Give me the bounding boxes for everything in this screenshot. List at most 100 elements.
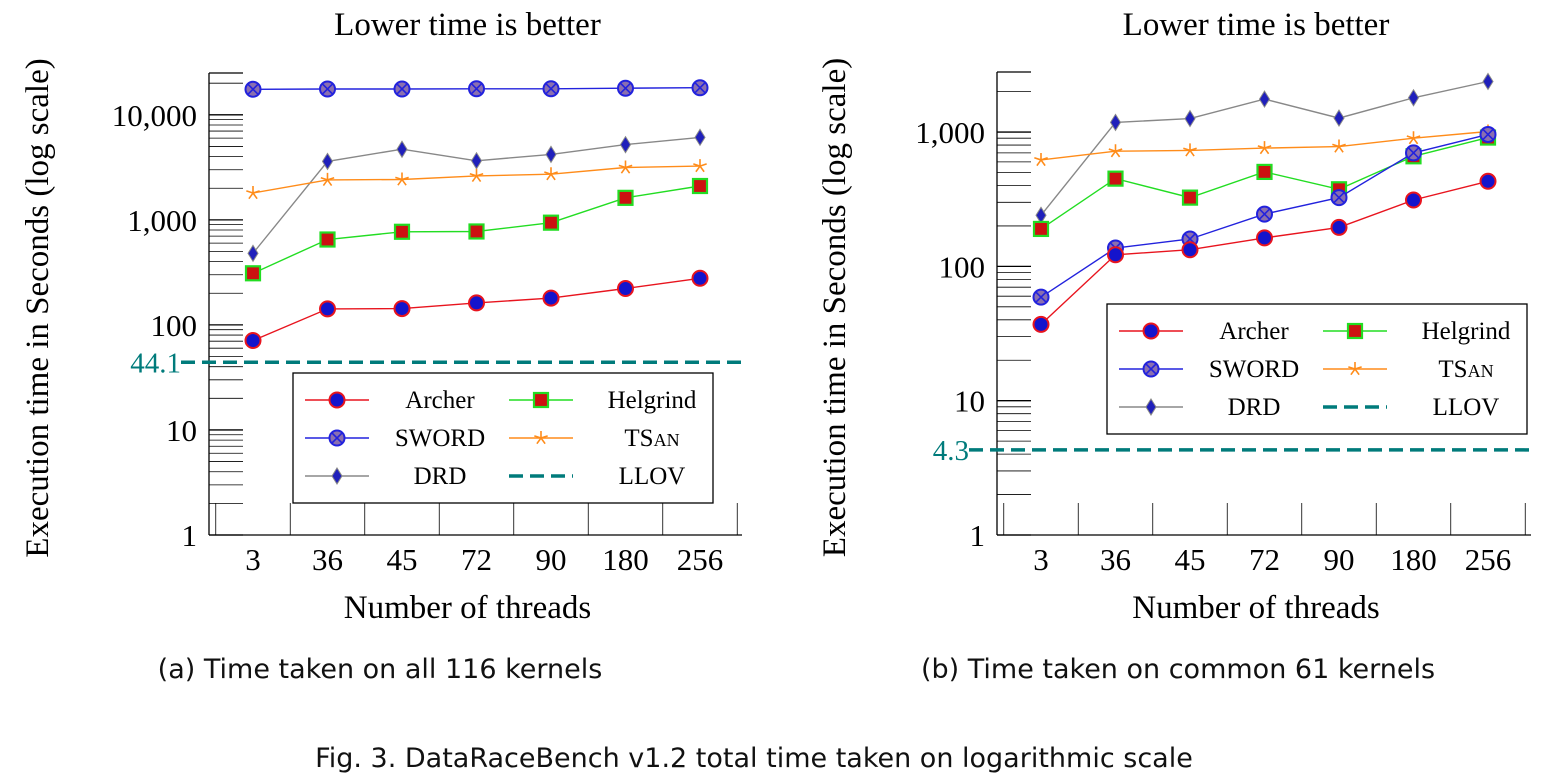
legend-label-main: TS — [624, 425, 653, 452]
point-tsan — [693, 159, 707, 173]
x-tick-label: 36 — [312, 542, 343, 577]
point-tsan — [395, 172, 409, 186]
legend-label-smallcaps: AN — [654, 430, 680, 450]
point-archer — [542, 289, 560, 307]
point-helgrind — [244, 265, 262, 282]
legend-label: SWORD — [1209, 356, 1299, 383]
legend-label: TSAN — [624, 425, 679, 452]
legend-entry-sword: SWORD — [305, 425, 485, 452]
point-archer — [1107, 246, 1124, 264]
point-sword — [468, 80, 485, 98]
point-drd — [321, 152, 334, 171]
x-tick-label: 45 — [1175, 542, 1206, 577]
x-tick-label: 256 — [677, 542, 724, 577]
point-archer — [1032, 315, 1050, 333]
point-drd — [1109, 113, 1122, 132]
y-tick-label: 1 — [970, 518, 986, 553]
legend-marker — [534, 431, 548, 445]
x-tick-label: 180 — [602, 542, 649, 577]
x-tick-label: 3 — [245, 542, 261, 577]
legend-marker — [328, 429, 346, 447]
legend-box — [1106, 303, 1528, 435]
point-tsan — [544, 167, 558, 181]
sword-marker-cross — [247, 83, 259, 96]
point-tsan — [1183, 143, 1197, 157]
y-tick-label: 100 — [151, 308, 198, 343]
point-tsan — [246, 186, 260, 200]
point-drd — [694, 128, 706, 147]
point-helgrind — [617, 189, 634, 206]
point-drd — [619, 135, 632, 154]
subfigure-caption: (b) Time taken on common 61 kernels — [921, 654, 1435, 685]
legend: Archer Helgrind SWORD TSAN DRD LLOV — [1106, 303, 1528, 435]
point-archer — [1256, 229, 1273, 247]
y-tick-label: 100 — [939, 249, 986, 284]
legend-label-smallcaps: AN — [1468, 361, 1494, 381]
legend-marker — [1142, 360, 1160, 378]
point-tsan — [1108, 144, 1123, 158]
legend-entry-tsan: TSAN — [1323, 356, 1494, 383]
point-drd — [1482, 72, 1494, 91]
point-sword — [617, 79, 634, 97]
x-tick-label: 256 — [1465, 542, 1512, 577]
sword-marker-cross — [1407, 147, 1420, 159]
legend-label: SWORD — [395, 425, 485, 452]
point-tsan — [1034, 152, 1048, 167]
legend-marker — [1145, 398, 1157, 416]
y-tick-label: 10,000 — [112, 98, 197, 133]
sword-marker-cross — [470, 82, 483, 95]
point-sword — [1032, 288, 1050, 306]
legend-marker — [1348, 362, 1362, 376]
legend-label: DRD — [414, 463, 467, 490]
sword-marker-cross — [694, 81, 706, 94]
legend-entry-helgrind: Helgrind — [509, 387, 697, 414]
point-archer — [1479, 172, 1497, 190]
legend-marker — [1346, 322, 1364, 340]
y-tick-label: 10 — [166, 413, 197, 448]
point-sword — [1405, 144, 1422, 162]
point-tsan — [1332, 139, 1346, 153]
y-axis-label: Execution time in Seconds (log scale) — [817, 58, 853, 557]
point-drd — [247, 244, 259, 263]
point-archer — [468, 294, 485, 312]
llov-value-label: 44.1 — [130, 347, 181, 379]
point-helgrind — [1107, 170, 1124, 187]
legend-label: Helgrind — [1422, 318, 1511, 345]
legend: Archer Helgrind SWORD TSAN DRD LLOV — [292, 372, 714, 504]
x-tick-label: 72 — [1249, 542, 1280, 577]
point-drd — [1407, 88, 1420, 107]
legend-entry-archer: Archer — [305, 387, 475, 414]
legend-entry-llov: LLOV — [1323, 394, 1499, 421]
point-sword — [244, 80, 262, 98]
x-tick-label: 45 — [387, 542, 418, 577]
point-drd — [396, 140, 408, 159]
point-archer — [1181, 241, 1199, 259]
sword-marker-cross — [321, 83, 334, 95]
legend-entry-llov: LLOV — [509, 463, 685, 490]
sword-marker-cross — [1145, 363, 1157, 375]
x-tick-label: 90 — [1324, 542, 1355, 577]
y-tick-label: 1,000 — [127, 203, 197, 238]
sword-marker-cross — [1482, 128, 1494, 141]
point-archer — [1330, 218, 1348, 236]
x-tick-label: 180 — [1390, 542, 1437, 577]
point-sword — [691, 79, 709, 97]
sword-marker-cross — [1035, 291, 1047, 303]
legend-marker — [328, 391, 346, 409]
point-tsan — [1406, 131, 1421, 145]
y-axis-label: Execution time in Seconds (log scale) — [20, 58, 56, 557]
point-archer — [393, 300, 411, 318]
subfigure-caption: (a) Time taken on all 116 kernels — [158, 654, 603, 685]
point-sword — [393, 80, 411, 98]
point-tsan — [618, 160, 633, 174]
point-helgrind — [1256, 163, 1273, 181]
legend-marker — [331, 467, 343, 485]
point-sword — [542, 80, 560, 98]
legend-label: Helgrind — [608, 387, 697, 414]
point-helgrind — [1032, 220, 1050, 238]
sword-marker-cross — [545, 82, 557, 95]
legend-label: TSAN — [1438, 356, 1493, 383]
y-tick-label: 10 — [954, 384, 985, 419]
x-tick-label: 3 — [1033, 542, 1049, 577]
point-archer — [244, 332, 262, 350]
